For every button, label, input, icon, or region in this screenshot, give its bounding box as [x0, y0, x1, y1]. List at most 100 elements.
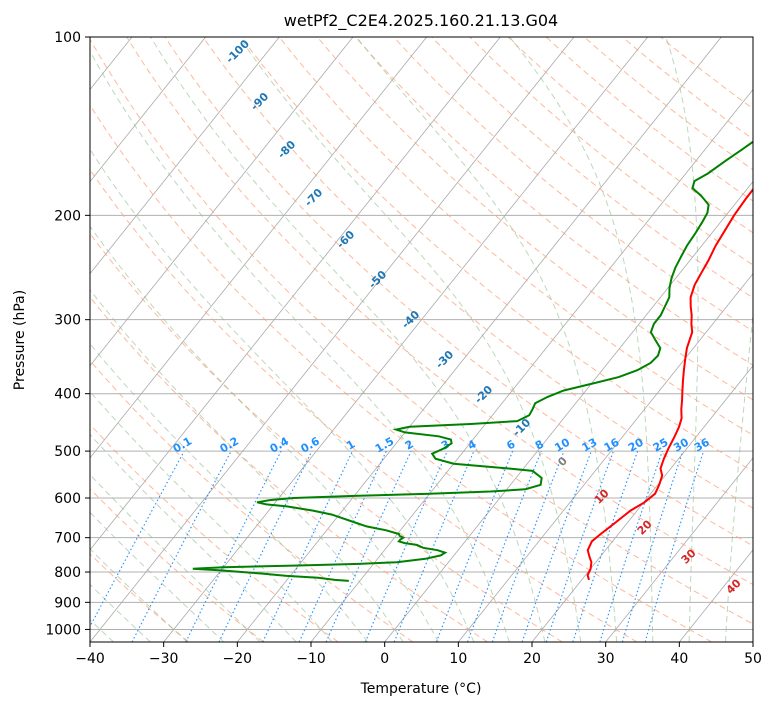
- moist-adiabat-line: [90, 511, 225, 642]
- x-tick-label: 40: [670, 651, 688, 667]
- mixing-ratio-line: [298, 450, 387, 642]
- mixing-ratio-label: 16: [602, 435, 622, 454]
- isotherm-line: [90, 37, 501, 551]
- isotherm-label: -80: [275, 138, 298, 161]
- x-axis-label: Temperature (°C): [360, 681, 482, 697]
- dry-adiabat-line: [393, 37, 753, 332]
- moist-adiabat-line: [90, 343, 369, 642]
- moist-adiabat-line: [725, 309, 753, 642]
- mixing-ratio-line: [393, 450, 475, 642]
- y-tick-label: 800: [54, 565, 81, 581]
- mixing-ratio-label: 2: [403, 438, 416, 453]
- y-tick-label: 1000: [45, 622, 81, 638]
- moist-adiabat-line: [90, 548, 188, 642]
- y-axis-label: Pressure (hPa): [12, 290, 28, 390]
- dry-adiabat-line: [90, 553, 190, 642]
- x-tick-label: −20: [223, 651, 253, 667]
- dry-adiabat-line: [126, 37, 753, 586]
- isotherm-line: [90, 37, 427, 459]
- moist-adiabat-line: [90, 433, 297, 642]
- isotherm-line: [0, 37, 58, 642]
- x-tick-label: −40: [75, 651, 105, 667]
- mixing-ratio-line: [90, 450, 185, 628]
- isotherm-line: [458, 273, 753, 642]
- chart-title: wetPf2_C2E4.2025.160.21.13.G04: [284, 11, 558, 31]
- moist-adiabat-line: [509, 37, 654, 642]
- isotherm-label: 30: [679, 546, 699, 566]
- mixing-ratio-line: [466, 450, 542, 642]
- isotherm-line: [752, 641, 753, 642]
- y-tick-label: 600: [54, 491, 81, 507]
- isotherm-line: [163, 37, 648, 642]
- dry-adiabat-line: [583, 37, 753, 171]
- x-tick-label: −10: [296, 651, 326, 667]
- x-tick-label: 10: [449, 651, 467, 667]
- mixing-ratio-line: [435, 450, 514, 642]
- moist-adiabat-line: [355, 37, 618, 642]
- dry-adiabat-line: [90, 296, 488, 642]
- plot-frame: [89, 36, 754, 643]
- isotherm-label: -70: [302, 186, 325, 209]
- isotherm-line: [90, 37, 354, 367]
- dry-adiabat-line: [545, 37, 753, 202]
- x-tick-label: 0: [380, 651, 389, 667]
- y-tick-label: 100: [54, 30, 81, 46]
- isotherm-line: [90, 37, 206, 183]
- mixing-ratio-label: 1.5: [373, 435, 396, 456]
- y-tick-label: 700: [54, 531, 81, 547]
- temperature-line: [586, 187, 753, 581]
- isotherm-label: 20: [635, 517, 655, 537]
- isotherm-label: -20: [472, 383, 495, 406]
- dry-adiabat-line: [90, 38, 753, 625]
- dewpoint-line: [192, 140, 753, 582]
- mixing-ratio-label: 13: [580, 436, 600, 455]
- y-tick-label: 500: [54, 444, 81, 460]
- x-tick-label: −30: [149, 651, 179, 667]
- isotherm-label: 40: [724, 576, 744, 596]
- mixing-ratio-line: [262, 450, 353, 642]
- isotherm-label: -100: [223, 37, 252, 66]
- x-tick-label: 50: [744, 651, 762, 667]
- x-tick-label: 20: [523, 651, 541, 667]
- y-tick-label: 200: [54, 208, 81, 224]
- y-tick-label: 900: [54, 595, 81, 611]
- isotherm-line: [90, 37, 575, 642]
- dry-adiabat-line: [469, 37, 753, 266]
- dry-adiabat-line: [202, 37, 753, 509]
- dry-adiabat-line: [355, 37, 753, 366]
- x-tick-label: 30: [597, 651, 615, 667]
- mixing-ratio-line: [521, 450, 592, 642]
- mixing-ratio-line: [572, 450, 639, 642]
- mixing-ratio-label: 0.4: [268, 434, 292, 455]
- mixing-ratio-label: 20: [626, 435, 646, 454]
- isotherm-line: [237, 37, 722, 642]
- dry-adiabat-line: [240, 37, 753, 472]
- dry-adiabat-line: [507, 37, 753, 234]
- mixing-ratio-line: [364, 450, 448, 642]
- isotherm-label: -40: [399, 308, 422, 331]
- moist-adiabat-line: [90, 583, 151, 642]
- mixing-ratio-line: [644, 450, 705, 642]
- mixing-ratio-label: 10: [552, 435, 572, 454]
- moist-adiabat-line: [90, 148, 475, 642]
- isotherm-line: [605, 457, 753, 642]
- y-tick-label: 400: [54, 387, 81, 403]
- mixing-ratio-line: [218, 450, 313, 642]
- mixing-ratio-label: 0.6: [298, 434, 322, 455]
- mixing-ratio-label: 8: [533, 438, 546, 453]
- isotherm-label: -30: [433, 348, 456, 371]
- dry-adiabat-line: [317, 37, 753, 401]
- mixing-ratio-label: 6: [504, 437, 517, 452]
- isotherm-label: 0: [555, 454, 570, 469]
- isotherm-label: -60: [334, 228, 357, 251]
- isotherm-line: [310, 88, 753, 642]
- isotherm-line: [90, 37, 280, 275]
- moist-adiabat-line: [90, 225, 439, 642]
- isotherm-label: -90: [248, 90, 271, 113]
- moist-adiabat-line: [90, 50, 510, 642]
- moist-adiabat-line: [665, 37, 699, 642]
- isotherm-label: 10: [592, 486, 612, 506]
- dry-adiabat-line: [431, 37, 753, 299]
- mixing-ratio-line: [621, 450, 684, 642]
